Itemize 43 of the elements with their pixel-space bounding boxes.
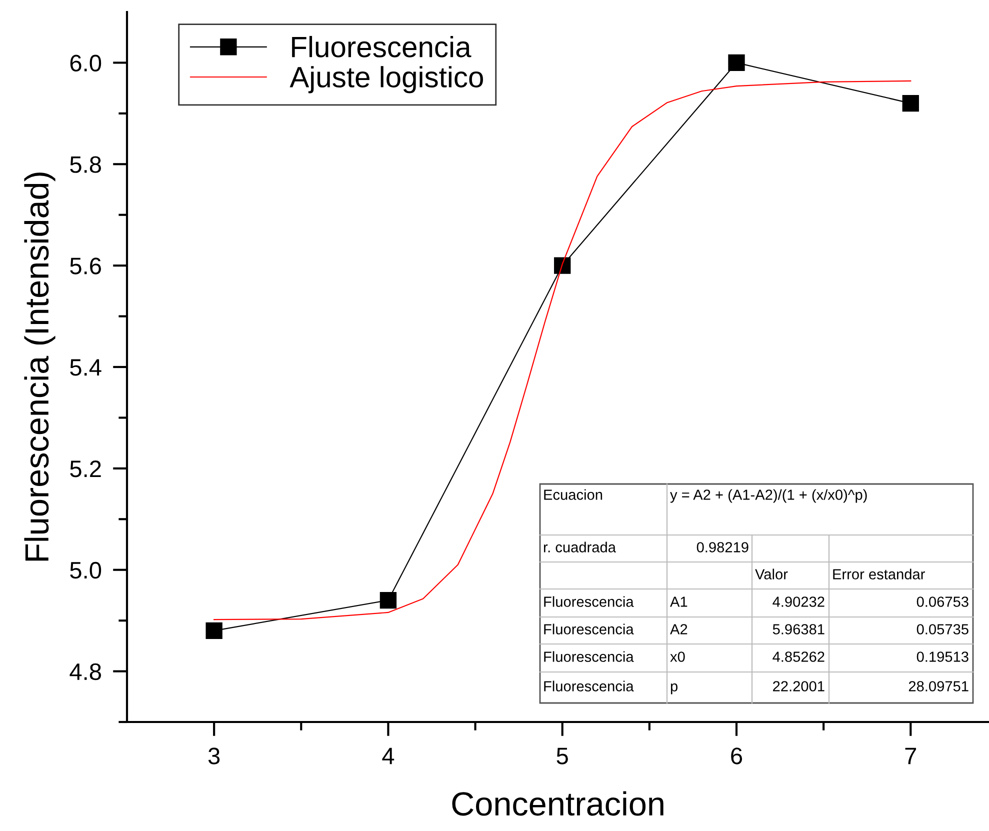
legend-label: Ajuste logistico xyxy=(290,66,483,94)
y-tick-label: 5.0 xyxy=(70,562,102,579)
y-axis-title: Fluorescencia (Intensidad) xyxy=(24,172,56,561)
annotation: Fluorescencia xyxy=(544,596,634,607)
annotation: Valor xyxy=(755,568,788,580)
x-tick-label: 7 xyxy=(905,748,916,764)
y-tick-label: 5.2 xyxy=(70,460,101,478)
annotation: x0 xyxy=(670,652,685,662)
annotation: 28.09751 xyxy=(908,681,968,692)
annotation: 22.2001 xyxy=(773,681,824,692)
annotation: Fluorescencia xyxy=(544,680,634,692)
annotation: 4.90232 xyxy=(772,596,824,607)
annotation: 0.05735 xyxy=(916,624,968,634)
point xyxy=(554,257,571,274)
annotation: Ecuacion xyxy=(544,489,602,500)
annotation: 5.96381 xyxy=(772,624,824,634)
y-tick-label: 6.0 xyxy=(70,54,102,72)
legend-label: Fluorescencia xyxy=(292,36,472,58)
annotation: p xyxy=(670,683,678,694)
annotation: r. cuadrada xyxy=(544,542,616,552)
point xyxy=(206,622,222,640)
annotation: A2 xyxy=(670,624,688,634)
x-tick-label: 6 xyxy=(731,748,742,764)
x-tick-label: 4 xyxy=(382,748,394,764)
point xyxy=(728,54,745,72)
x-axis-title: Concentracion xyxy=(452,791,664,816)
annotation: Error estandar xyxy=(833,568,925,580)
annotation: 0.19513 xyxy=(916,652,968,662)
y-tick-label: 5.4 xyxy=(70,359,102,376)
x-tick-label: 5 xyxy=(556,748,568,764)
annotation: 0.98219 xyxy=(696,542,748,552)
annotation: y = A2 + (A1-A2)/(1 + (x/x0)^p) xyxy=(670,489,867,503)
annotation: 4.85262 xyxy=(772,652,824,662)
point xyxy=(380,592,397,609)
y-tick-label: 5.6 xyxy=(70,258,101,274)
annotation: A1 xyxy=(670,596,688,607)
x-tick-label: 3 xyxy=(208,748,220,764)
point xyxy=(902,94,919,112)
annotation: 0.06753 xyxy=(916,596,968,607)
annotation: Fluorescencia xyxy=(544,651,634,662)
annotation: Fluorescencia xyxy=(544,624,634,634)
y-tick-label: 5.8 xyxy=(70,156,101,173)
y-tick-label: 4.8 xyxy=(70,663,101,680)
